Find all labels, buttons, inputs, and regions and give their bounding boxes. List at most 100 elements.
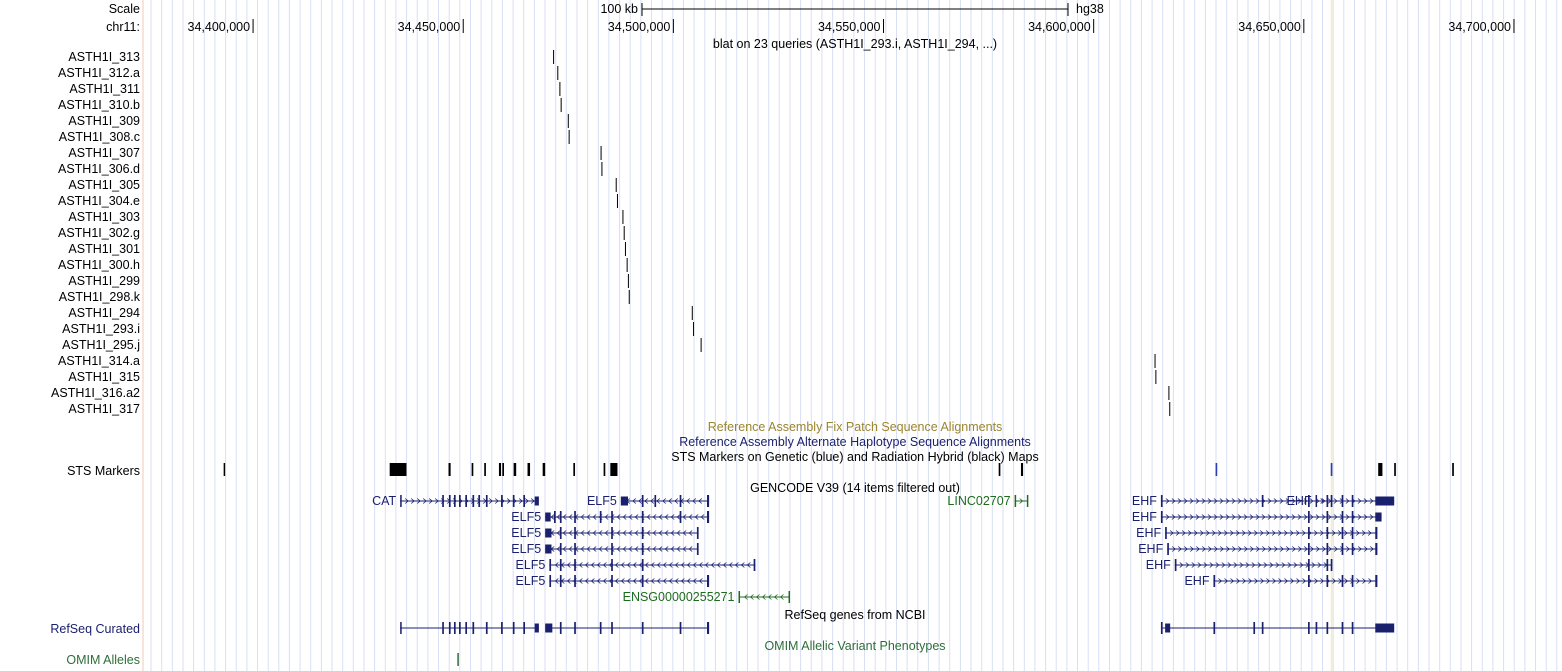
sts-marker[interactable]	[603, 463, 606, 476]
gene-label[interactable]: ENSG00000255271	[623, 590, 735, 604]
gene-exon[interactable]	[1308, 622, 1310, 634]
gene-exon[interactable]	[611, 511, 613, 523]
gene-exon[interactable]	[545, 623, 553, 633]
gene-label[interactable]: CAT	[372, 494, 396, 508]
gene-exon[interactable]	[738, 591, 741, 603]
gene-exon[interactable]	[574, 527, 576, 539]
gene-label[interactable]: EHF	[1146, 558, 1171, 572]
gene-exon[interactable]	[1261, 622, 1264, 634]
sts-marker[interactable]	[1020, 463, 1024, 476]
gene-exon[interactable]	[1375, 496, 1395, 506]
gene-label[interactable]: EHF	[1136, 526, 1161, 540]
sts-marker[interactable]	[471, 463, 474, 476]
gene-exon[interactable]	[641, 543, 644, 555]
gene-exon[interactable]	[523, 495, 526, 507]
gene-exon[interactable]	[599, 622, 602, 634]
gencode-track[interactable]: GENCODE V39 (14 items filtered out) CAT E…	[372, 481, 1395, 604]
gene-exon[interactable]	[1351, 622, 1354, 634]
gene-exon[interactable]	[1308, 495, 1310, 507]
gene-exon[interactable]	[679, 495, 682, 507]
gene-exon[interactable]	[753, 559, 756, 571]
gene-label[interactable]: ELF5	[587, 494, 617, 508]
gene-exon[interactable]	[1326, 622, 1329, 634]
gene-exon[interactable]	[574, 543, 576, 555]
gene-exon[interactable]	[1308, 511, 1310, 523]
gene-label[interactable]: EHF	[1287, 494, 1312, 508]
gene-exon[interactable]	[641, 559, 644, 571]
sts-marker[interactable]	[610, 463, 618, 476]
gene-exon[interactable]	[1308, 575, 1310, 587]
omim-track[interactable]: OMIM Allelic Variant Phenotypes OMIM All…	[66, 639, 945, 667]
gene-exon[interactable]	[559, 511, 562, 523]
gene-exon[interactable]	[1014, 495, 1017, 507]
gene-exon[interactable]	[1351, 495, 1354, 507]
gene-exon[interactable]	[448, 495, 451, 507]
gene-exon[interactable]	[574, 511, 576, 523]
gene-exon[interactable]	[442, 495, 444, 507]
gene-label[interactable]: ELF5	[511, 526, 541, 540]
sts-marker[interactable]	[527, 463, 531, 476]
gene-exon[interactable]	[706, 622, 710, 634]
gene-exon[interactable]	[1165, 527, 1167, 539]
sts-marker[interactable]	[223, 463, 226, 476]
sts-marker[interactable]	[1452, 463, 1454, 476]
gene-exon[interactable]	[1326, 511, 1329, 523]
gene-exon[interactable]	[534, 623, 539, 633]
gene-exon[interactable]	[1308, 559, 1310, 571]
sts-marker[interactable]	[542, 463, 546, 476]
gene-exon[interactable]	[611, 527, 613, 539]
gene-exon[interactable]	[1160, 495, 1163, 507]
sts-marker[interactable]	[484, 463, 486, 476]
gene-exon[interactable]	[1375, 527, 1378, 539]
gene-exon[interactable]	[1326, 575, 1329, 587]
gene-exon[interactable]	[641, 622, 644, 634]
gene-exon[interactable]	[465, 622, 468, 634]
gene-exon[interactable]	[1375, 543, 1378, 555]
sts-marker[interactable]	[573, 463, 576, 476]
gene-exon[interactable]	[549, 559, 552, 571]
gene-exon[interactable]	[472, 622, 475, 634]
gene-exon[interactable]	[400, 495, 402, 507]
gene-exon[interactable]	[611, 543, 613, 555]
gene-exon[interactable]	[459, 622, 461, 634]
gene-exon[interactable]	[559, 622, 562, 634]
gene-exon[interactable]	[448, 622, 451, 634]
gene-exon[interactable]	[559, 575, 562, 587]
gene-exon[interactable]	[611, 559, 613, 571]
gene-exon[interactable]	[1330, 559, 1333, 571]
gene-exon[interactable]	[485, 495, 488, 507]
gene-exon[interactable]	[611, 622, 613, 634]
gene-exon[interactable]	[1261, 495, 1264, 507]
gene-exon[interactable]	[1375, 512, 1382, 522]
gene-exon[interactable]	[611, 575, 613, 587]
gene-exon[interactable]	[1326, 527, 1329, 539]
gene-exon[interactable]	[459, 495, 461, 507]
omim-variant-mark[interactable]	[457, 653, 459, 666]
sts-marker[interactable]	[502, 463, 504, 476]
gene-label[interactable]: ELF5	[515, 558, 545, 572]
sts-marker[interactable]	[1378, 463, 1383, 476]
gene-exon[interactable]	[1351, 511, 1354, 523]
gene-exon[interactable]	[706, 575, 710, 587]
sts-marker[interactable]	[1215, 463, 1218, 476]
gene-exon[interactable]	[1253, 622, 1256, 634]
gene-label[interactable]: LINC02707	[947, 494, 1010, 508]
gene-exon[interactable]	[478, 495, 481, 507]
gene-exon[interactable]	[1375, 575, 1378, 587]
gene-exon[interactable]	[1308, 543, 1310, 555]
gene-label[interactable]: ELF5	[511, 510, 541, 524]
gene-exon[interactable]	[559, 559, 562, 571]
gene-exon[interactable]	[1160, 511, 1163, 523]
gene-exon[interactable]	[1308, 527, 1310, 539]
gene-exon[interactable]	[1330, 495, 1333, 507]
gene-exon[interactable]	[1167, 543, 1169, 555]
gene-exon[interactable]	[554, 511, 556, 523]
refseq-track[interactable]: RefSeq genes from NCBI RefSeq Curated	[50, 608, 1395, 636]
gene-exon[interactable]	[679, 511, 682, 523]
gene-label[interactable]: EHF	[1132, 494, 1157, 508]
gene-exon[interactable]	[641, 575, 644, 587]
gene-exon[interactable]	[574, 559, 576, 571]
gene-exon[interactable]	[512, 495, 515, 507]
gene-exon[interactable]	[453, 622, 456, 634]
gene-exon[interactable]	[641, 495, 644, 507]
